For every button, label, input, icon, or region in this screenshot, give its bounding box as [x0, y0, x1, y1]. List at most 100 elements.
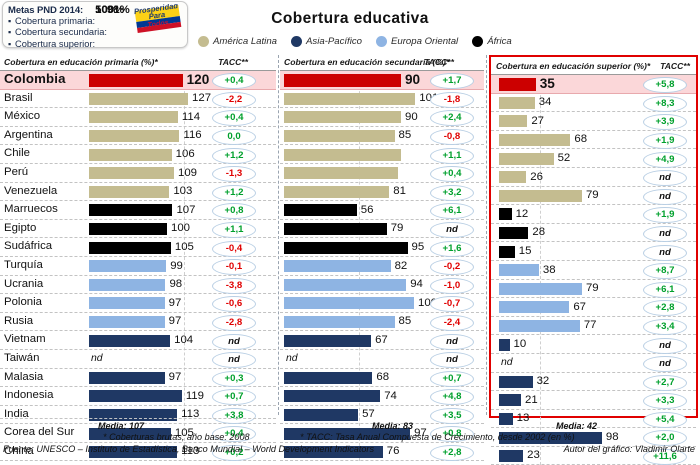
- table-row[interactable]: 52 +4,9: [491, 149, 696, 168]
- table-row[interactable]: +0,4: [280, 164, 484, 183]
- table-row[interactable]: 38 +8,7: [491, 261, 696, 280]
- tacc-badge: -2,8: [212, 314, 256, 331]
- table-row[interactable]: +1,1: [280, 145, 484, 164]
- bar: [89, 316, 165, 329]
- bar: [284, 316, 395, 329]
- bar-value-label: 107: [176, 203, 196, 216]
- bar: [284, 260, 391, 273]
- bar-value-label: nd: [286, 352, 298, 364]
- table-row[interactable]: 27 +3,9: [491, 112, 696, 131]
- table-row[interactable]: 26 nd: [491, 168, 696, 187]
- bar: [89, 204, 173, 217]
- table-row[interactable]: Taiwán nd nd: [0, 350, 276, 369]
- table-row[interactable]: 35 +5,8: [491, 75, 696, 94]
- table-row[interactable]: 34 +8,3: [491, 94, 696, 113]
- table-row[interactable]: Polonia 97 -0,6: [0, 294, 276, 313]
- table-row[interactable]: 90 +2,4: [280, 108, 484, 127]
- table-row[interactable]: Vietnam 104 nd: [0, 331, 276, 350]
- tacc-badge: -1,3: [212, 166, 256, 183]
- table-row[interactable]: 15 nd: [491, 242, 696, 261]
- tacc-badge: -1,0: [430, 277, 474, 294]
- tacc-badge: nd: [430, 333, 474, 350]
- table-row[interactable]: 82 -0,2: [280, 257, 484, 276]
- table-row[interactable]: Malasia 97 +0,3: [0, 369, 276, 388]
- table-row[interactable]: México 114 +0,4: [0, 108, 276, 127]
- bar: [284, 241, 408, 254]
- table-row[interactable]: nd nd: [491, 354, 696, 373]
- bar: [284, 446, 383, 459]
- table-row[interactable]: 101 -1,8: [280, 90, 484, 109]
- bar-value-label: 106: [175, 147, 195, 160]
- table-row[interactable]: 10 nd: [491, 335, 696, 354]
- bar: [89, 185, 170, 198]
- country-label: Indonesia: [4, 389, 54, 402]
- bar: [284, 92, 416, 105]
- table-row[interactable]: India 113 +3,8: [0, 406, 276, 425]
- bar-value-label: 79: [585, 282, 599, 295]
- table-row[interactable]: 67 +2,8: [491, 298, 696, 317]
- table-row[interactable]: 85 -0,8: [280, 127, 484, 146]
- table-row[interactable]: Indonesia 119 +0,7: [0, 387, 276, 406]
- bar-value-label: 57: [362, 408, 375, 421]
- country-label: Egipto: [4, 221, 37, 234]
- bar-value-label: 12: [515, 207, 529, 220]
- table-row[interactable]: Corea del Sur 105 +0,4: [0, 424, 276, 443]
- legend-swatch-icon: [375, 35, 387, 47]
- pnd-item-label: Cobertura secundaria:: [15, 27, 107, 38]
- tacc-badge: nd: [430, 221, 474, 238]
- table-row[interactable]: 57 +3,5: [280, 406, 484, 425]
- table-row[interactable]: 67 nd: [280, 331, 484, 350]
- bar: [89, 130, 180, 143]
- table-row[interactable]: 21 +3,3: [491, 391, 696, 410]
- table-row[interactable]: 77 +3,4: [491, 317, 696, 336]
- country-label: Sudáfrica: [4, 240, 53, 253]
- table-row[interactable]: Venezuela 103 +1,2: [0, 183, 276, 202]
- bar-value-label: 95: [411, 240, 425, 253]
- table-row[interactable]: Perú 109 -1,3: [0, 164, 276, 183]
- table-row[interactable]: 81 +3,2: [280, 183, 484, 202]
- bar: [499, 152, 554, 165]
- table-row[interactable]: 56 +6,1: [280, 201, 484, 220]
- table-row[interactable]: 68 +1,9: [491, 131, 696, 150]
- table-row[interactable]: 28 nd: [491, 224, 696, 243]
- tacc-badge: nd: [430, 352, 474, 369]
- pnd-item-label: Cobertura primaria:: [15, 16, 96, 26]
- table-row[interactable]: Rusia 97 -2,8: [0, 313, 276, 332]
- table-row[interactable]: 79 nd: [280, 220, 484, 239]
- tacc-badge: +0,8: [430, 426, 474, 443]
- table-row[interactable]: 74 +4,8: [280, 387, 484, 406]
- bar-value-label: 28: [532, 226, 546, 239]
- table-row[interactable]: Egipto 100 +1,1: [0, 220, 276, 239]
- table-row[interactable]: 85 -2,4: [280, 313, 484, 332]
- tacc-badge: -2,2: [212, 91, 256, 108]
- table-row[interactable]: Sudáfrica 105 -0,4: [0, 238, 276, 257]
- table-row[interactable]: 97 +0,8: [280, 424, 484, 443]
- table-row[interactable]: 79 nd: [491, 187, 696, 206]
- tacc-badge: +1,7: [430, 73, 474, 90]
- table-row[interactable]: 94 -1,0: [280, 276, 484, 295]
- table-row[interactable]: 68 +0,7: [280, 369, 484, 388]
- bar-value-label: 34: [538, 96, 552, 109]
- bar: [499, 134, 571, 147]
- table-row[interactable]: 79 +6,1: [491, 280, 696, 299]
- table-row[interactable]: Ucrania 98 -3,8: [0, 276, 276, 295]
- table-row[interactable]: 90 +1,7: [280, 71, 484, 90]
- table-row[interactable]: 98 +2,0: [491, 428, 696, 447]
- table-row[interactable]: Brasil 127 -2,2: [0, 90, 276, 109]
- table-row[interactable]: Marruecos 107 +0,8: [0, 201, 276, 220]
- table-row[interactable]: 100 -0,7: [280, 294, 484, 313]
- table-row[interactable]: 12 +1,9: [491, 205, 696, 224]
- table-row[interactable]: Argentina 116 0,0: [0, 127, 276, 146]
- table-row[interactable]: 13 +5,4: [491, 410, 696, 429]
- rows-secundaria: 90 +1,7 101 -1,8 90 +2,4 85 -0,8 +1,1 +0,4 81 +3,2 5…: [280, 71, 484, 462]
- tacc-badge: +4,9: [643, 151, 687, 168]
- table-row[interactable]: Colombia 120 +0,4: [0, 71, 276, 90]
- table-row[interactable]: nd nd: [280, 350, 484, 369]
- table-row[interactable]: Turquía 99 -0,1: [0, 257, 276, 276]
- table-row[interactable]: Chile 106 +1,2: [0, 145, 276, 164]
- tacc-header: TACC**: [218, 57, 248, 67]
- table-row[interactable]: 32 +2,7: [491, 373, 696, 392]
- tacc-badge: +1,9: [643, 132, 687, 149]
- bar: [499, 375, 533, 388]
- table-row[interactable]: 95 +1,6: [280, 238, 484, 257]
